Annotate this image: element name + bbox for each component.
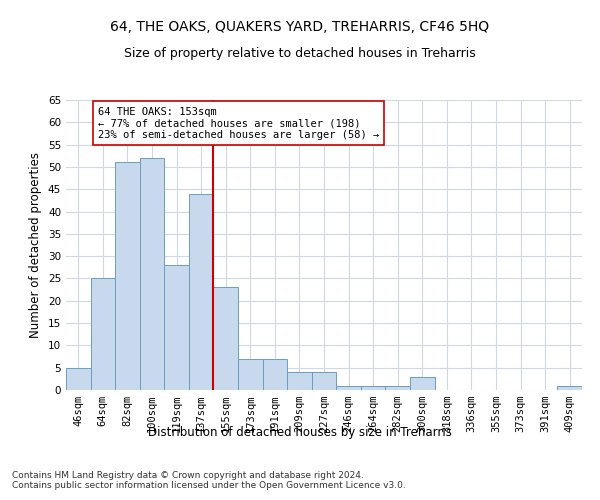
Text: 64, THE OAKS, QUAKERS YARD, TREHARRIS, CF46 5HQ: 64, THE OAKS, QUAKERS YARD, TREHARRIS, C… [110,20,490,34]
Bar [189,194,214,390]
Bar [336,386,361,390]
Bar [410,376,434,390]
Text: Size of property relative to detached houses in Treharris: Size of property relative to detached ho… [124,48,476,60]
Bar [214,288,238,390]
Text: Distribution of detached houses by size in Treharris: Distribution of detached houses by size … [148,426,452,439]
Bar [115,162,140,390]
Bar [238,359,263,390]
Bar [66,368,91,390]
Bar [361,386,385,390]
Bar [263,359,287,390]
Y-axis label: Number of detached properties: Number of detached properties [29,152,43,338]
Bar [164,265,189,390]
Bar [140,158,164,390]
Text: Contains HM Land Registry data © Crown copyright and database right 2024.
Contai: Contains HM Land Registry data © Crown c… [12,470,406,490]
Bar [557,386,582,390]
Bar [385,386,410,390]
Bar [312,372,336,390]
Bar [91,278,115,390]
Text: 64 THE OAKS: 153sqm
← 77% of detached houses are smaller (198)
23% of semi-detac: 64 THE OAKS: 153sqm ← 77% of detached ho… [98,106,379,140]
Bar [287,372,312,390]
